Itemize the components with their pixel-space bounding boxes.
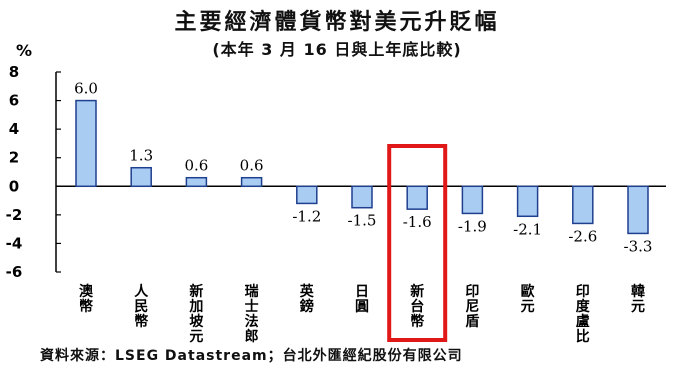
category-label: 澳幣 [79,283,94,315]
bar [351,185,373,209]
category-label: 印度盧比 [576,283,591,345]
bar [572,185,594,225]
bar [240,176,263,188]
y-tick-label: 2 [9,149,19,167]
highlight-box [387,144,448,342]
data-label: -2.6 [568,227,597,245]
y-tick-label: -6 [6,263,23,281]
chart-title: 主要經濟體貨幣對美元升貶幅 [174,10,500,35]
bar [296,185,318,205]
data-label: 0.6 [184,157,208,175]
y-tick-label: -4 [6,234,23,252]
category-label: 人民幣 [134,283,149,330]
category-label: 新台幣 [410,283,424,330]
data-label: -1.5 [348,212,377,230]
category-label: 瑞士法郎 [245,283,259,345]
bar [461,185,484,215]
bar [185,176,208,188]
y-tick-label: 6 [9,92,19,110]
data-label: 0.6 [240,157,264,175]
data-label: -2.1 [513,220,542,238]
category-label: 韓元 [631,283,645,315]
y-tick-label: 8 [9,63,19,81]
y-tick-label: 4 [9,120,19,138]
category-label: 英鎊 [299,283,315,315]
data-label: -1.9 [458,217,487,235]
y-axis-unit: % [16,41,32,60]
chart-subtitle: (本年 3 月 16 日與上年底比較) [212,40,462,59]
data-label: -1.6 [403,213,432,231]
category-label: 日圓 [355,284,369,315]
source-note: 資料來源：LSEG Datastream；台北外匯經紀股份有限公司 [40,348,463,364]
bar [75,99,97,188]
bar [406,185,428,210]
bar [516,185,539,218]
data-label: -1.2 [292,207,321,225]
y-tick-label: 0 [9,177,19,195]
bar [130,166,152,188]
bar [627,185,649,235]
category-label: 印尼盾 [465,283,479,330]
category-label: 新加坡元 [188,283,204,345]
y-tick-label: -2 [6,206,23,224]
data-label: 6.0 [74,80,98,98]
data-label: -3.3 [624,237,653,255]
data-label: 1.3 [129,147,153,165]
category-label: 歐元 [521,283,535,315]
